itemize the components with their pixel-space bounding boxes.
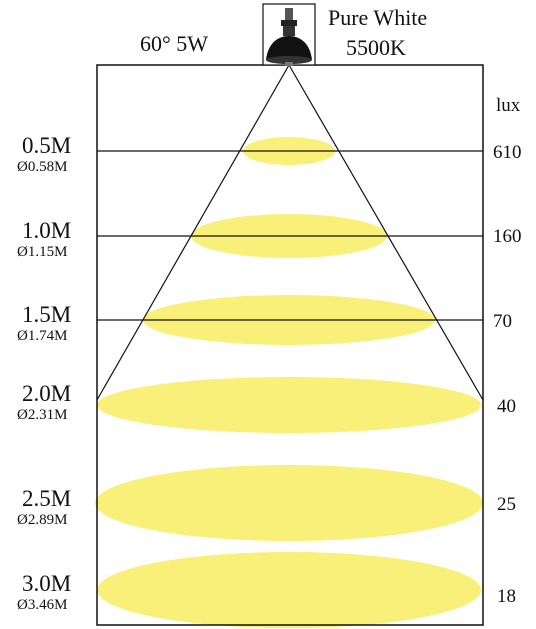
lux-value: 610 [493, 142, 522, 163]
lux-unit-label: lux [496, 95, 521, 116]
color-temp-label: 5500K [346, 35, 406, 60]
lux-value: 25 [497, 494, 516, 515]
distance-label: 0.5M [22, 133, 71, 158]
diameter-label: Ø2.31M [17, 407, 67, 423]
lux-value: 70 [493, 311, 512, 332]
diameter-label: Ø3.46M [17, 597, 67, 613]
distance-label: 2.5M [22, 486, 71, 511]
diameter-label: Ø2.89M [17, 512, 67, 528]
lux-value: 160 [493, 226, 522, 247]
beam-spot-2-5m [95, 465, 483, 541]
distance-label: 3.0M [22, 571, 71, 596]
distance-label: 1.0M [22, 218, 71, 243]
beam-spot-2-0m [97, 377, 481, 433]
beam-cone-left [96, 64, 290, 401]
beam-power-label: 60° 5W [140, 31, 208, 56]
diameter-label: Ø0.58M [17, 159, 67, 175]
diameter-label: Ø1.15M [17, 244, 67, 260]
distance-label: 1.5M [22, 302, 71, 327]
lux-value: 40 [497, 396, 516, 417]
lux-value: 18 [497, 586, 516, 607]
beam-spot-3-0m [97, 552, 481, 628]
diameter-label: Ø1.74M [17, 328, 67, 344]
beam-cone-right [288, 64, 484, 401]
distance-label: 2.0M [22, 381, 71, 406]
spotlight-bulb-icon [262, 3, 316, 66]
color-name-label: Pure White [328, 5, 427, 30]
